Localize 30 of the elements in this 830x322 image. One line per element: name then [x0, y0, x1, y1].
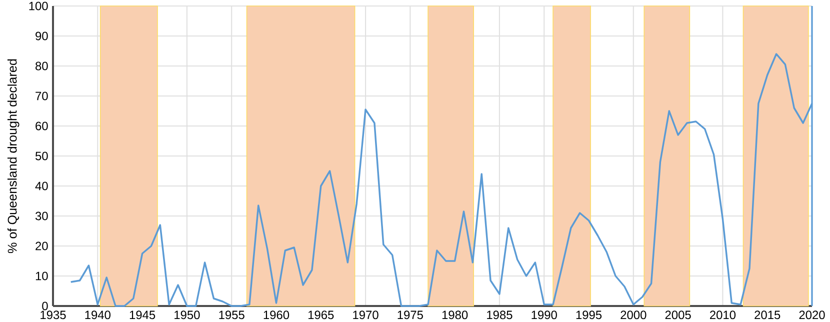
y-tick-label: 100 — [29, 2, 48, 10]
x-tick-label: 2010 — [710, 310, 736, 320]
x-tick-label: 1970 — [353, 310, 378, 320]
x-tick-label: 1950 — [174, 310, 200, 320]
y-tick-label: 50 — [35, 152, 48, 160]
x-tick-label: 1975 — [398, 310, 423, 320]
x-tick-label: 1985 — [487, 310, 512, 320]
y-axis-title: % of Queensland drought declared — [7, 59, 20, 254]
x-tick-label: 2020 — [799, 310, 825, 320]
x-tick-label: 1960 — [264, 310, 290, 320]
x-tick-label: 1935 — [40, 310, 66, 320]
x-tick-label: 1995 — [576, 310, 602, 320]
x-tick-label: 2000 — [620, 310, 646, 320]
y-tick-label: 60 — [36, 122, 48, 130]
y-tick-label: 40 — [35, 182, 48, 190]
y-tick-label: 90 — [36, 32, 48, 40]
y-tick-label: 30 — [35, 212, 48, 220]
x-tick-label: 1980 — [442, 310, 468, 320]
x-tick-label: 1990 — [532, 310, 557, 320]
x-tick-label: 2005 — [665, 310, 691, 320]
x-tick-label: 1940 — [85, 310, 110, 320]
x-tick-label: 1945 — [130, 310, 156, 320]
y-tick-label: 0 — [42, 302, 48, 310]
y-tick-label: 70 — [36, 92, 48, 100]
y-tick-label: 80 — [36, 62, 48, 70]
y-tick-label: 10 — [36, 272, 48, 280]
x-tick-label: 2015 — [754, 310, 780, 320]
x-tick-label: 1965 — [308, 310, 334, 320]
x-tick-label: 1955 — [219, 310, 244, 320]
y-tick-label: 20 — [36, 242, 48, 250]
